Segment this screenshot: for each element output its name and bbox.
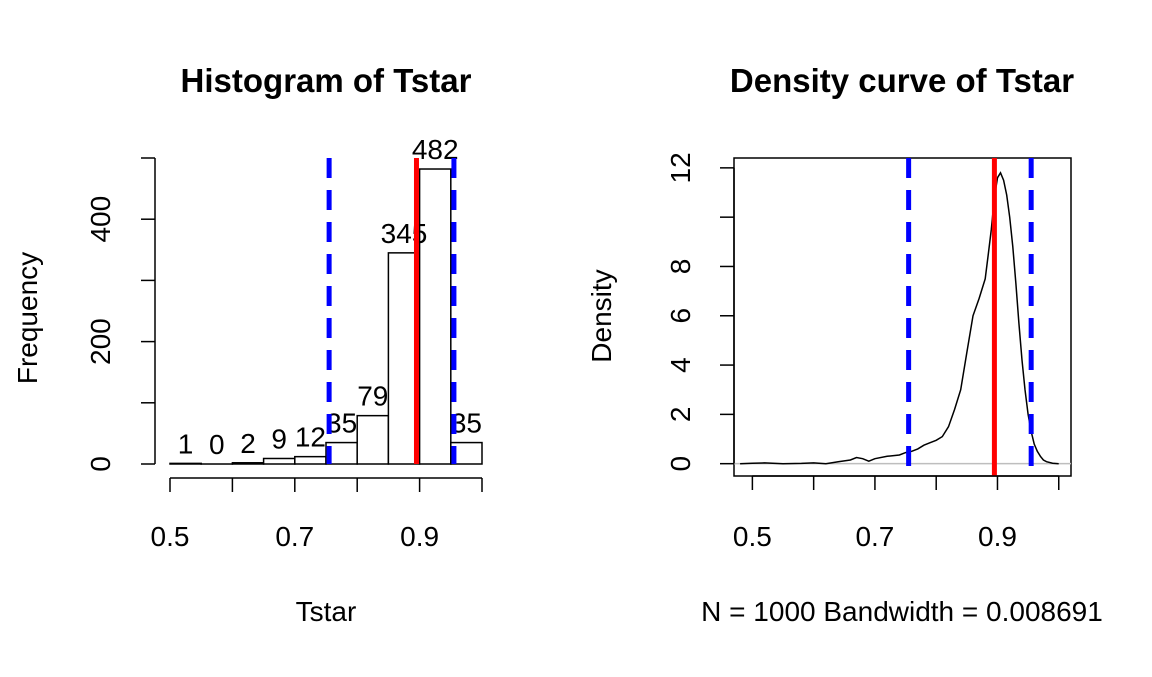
histogram-y-tick-label: 0	[85, 456, 116, 472]
density-panel: Density curve of Tstar N = 1000 Bandwidt…	[586, 62, 1103, 627]
histogram-bar-label: 9	[271, 423, 287, 454]
density-y-tick-label: 4	[665, 357, 696, 373]
density-plot-box	[734, 158, 1071, 476]
density-y-tick-label: 8	[665, 259, 696, 275]
histogram-x-tick-label: 0.7	[275, 521, 314, 552]
histogram-bar	[420, 169, 451, 464]
histogram-y-tick-label: 400	[85, 196, 116, 243]
histogram-bar-label: 345	[381, 218, 428, 249]
histogram-x-tick-label: 0.9	[400, 521, 439, 552]
density-x-tick-label: 0.5	[733, 521, 772, 552]
density-y-tick-label: 6	[665, 308, 696, 324]
density-y-tick-label: 0	[665, 456, 696, 472]
histogram-bar-label: 12	[295, 422, 326, 453]
histogram-bar-label: 1	[178, 428, 194, 459]
density-x-axis-label: N = 1000 Bandwidth = 0.008691	[701, 596, 1103, 627]
density-y-tick-label: 12	[665, 152, 696, 183]
density-y-tick-label: 2	[665, 407, 696, 423]
histogram-bar	[170, 463, 201, 464]
histogram-y-tick-label: 200	[85, 318, 116, 365]
density-x-tick-label: 0.7	[855, 521, 894, 552]
histogram-bar	[357, 416, 388, 464]
histogram-x-axis-label: Tstar	[296, 596, 357, 627]
density-reference-lines	[909, 158, 1032, 476]
histogram-x-axis: 0.5 0.7 0.9	[151, 478, 482, 552]
density-y-axis-label: Density	[586, 269, 617, 362]
histogram-bar	[232, 463, 263, 464]
histogram-bar-label: 79	[357, 381, 388, 412]
histogram-y-axis: 0 200 400	[85, 158, 155, 472]
histogram-bar	[264, 458, 295, 464]
histogram-y-axis-label: Frequency	[12, 252, 43, 384]
histogram-x-tick-label: 0.5	[151, 521, 190, 552]
histogram-title: Histogram of Tstar	[181, 62, 472, 99]
histogram-bar-label: 2	[240, 428, 256, 459]
density-x-axis: 0.5 0.7 0.9	[733, 476, 1059, 552]
histogram-bar-label: 0	[209, 429, 225, 460]
density-title: Density curve of Tstar	[730, 62, 1074, 99]
histogram-bar	[295, 457, 326, 464]
density-y-axis: 0 2 4 6 8 12	[665, 152, 734, 471]
density-curve	[740, 173, 1059, 464]
density-x-tick-label: 0.9	[978, 521, 1017, 552]
